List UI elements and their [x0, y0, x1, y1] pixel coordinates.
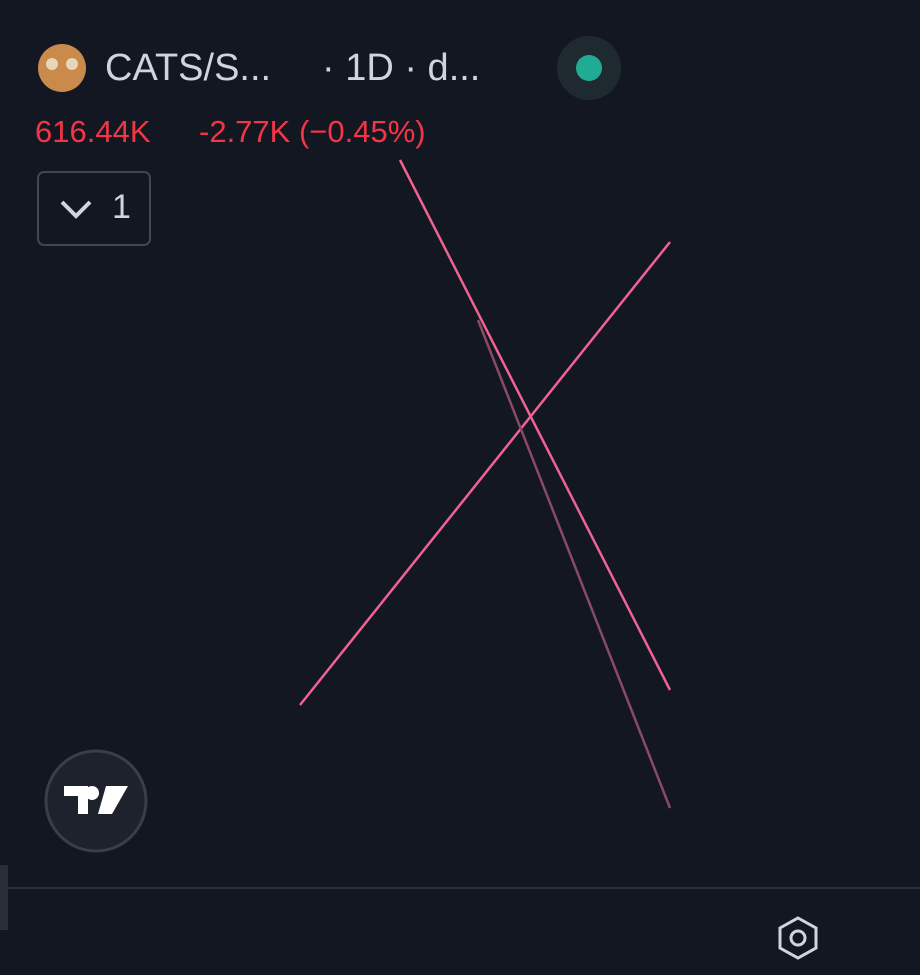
trend-line: [299, 241, 671, 706]
trend-lines: [299, 159, 672, 809]
indicator-toggle[interactable]: [37, 171, 151, 246]
symbol-logo: [38, 44, 86, 92]
settings-icon[interactable]: [778, 916, 818, 960]
last-price: 616.44K: [35, 114, 151, 149]
indicator-count: 1: [112, 188, 131, 226]
trend-line: [476, 319, 672, 809]
scroll-handle: [0, 865, 8, 930]
logo-detail: [66, 58, 78, 70]
price-change: -2.77K (−0.45%): [199, 114, 426, 149]
trend-line: [398, 159, 672, 691]
chevron-icon: [60, 200, 92, 219]
settings-icon-center: [789, 929, 807, 947]
status-dot: [576, 55, 602, 81]
tv-logo[interactable]: [44, 749, 148, 853]
tv-logo-mark: [64, 786, 128, 814]
logo-detail: [46, 58, 58, 70]
symbol[interactable]: CATS/S...: [105, 47, 271, 89]
interval[interactable]: · 1D · d...: [322, 47, 480, 89]
